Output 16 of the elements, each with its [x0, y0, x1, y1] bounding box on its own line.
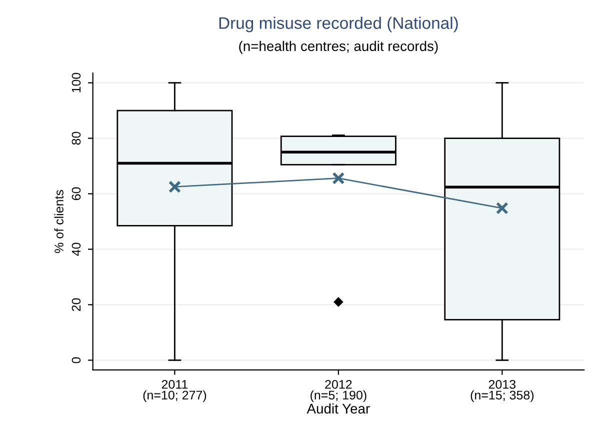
point	[332, 172, 345, 184]
y-tick-label: 80	[72, 132, 81, 145]
y-tick-label: 20	[72, 298, 81, 312]
y-tick-label: 100	[72, 72, 81, 92]
x-tick-label: 2012 (n=5; 190)	[310, 380, 366, 402]
y-tick-label: 60	[72, 187, 81, 200]
chart-subtitle: (n=health centres; audit records)	[239, 40, 438, 54]
x-axis-title: Audit Year	[306, 403, 370, 414]
point	[168, 180, 181, 194]
y-tick-label: 40	[72, 242, 81, 256]
y-axis-title: % of clients	[54, 190, 64, 254]
y-tick-label: 0	[72, 357, 81, 364]
chart-title: Drug misuse recorded (National)	[219, 16, 458, 32]
x-tick-label: 2011 (n=10; 277)	[143, 380, 206, 402]
point	[496, 202, 508, 214]
x-tick-label: 2013 (n=15; 358)	[470, 380, 534, 402]
